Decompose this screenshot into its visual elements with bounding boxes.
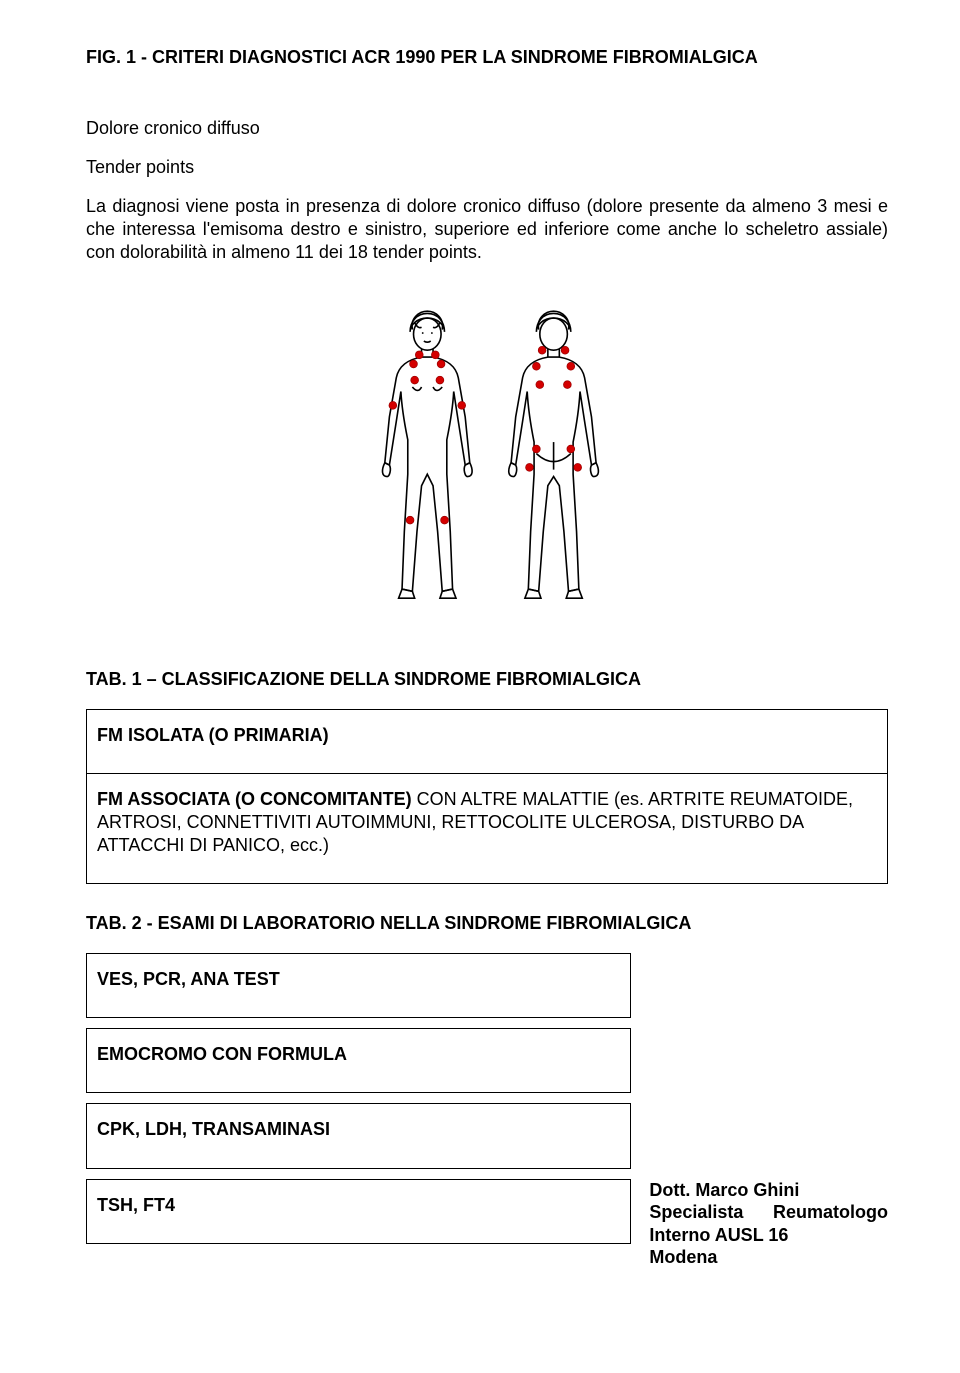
tender-point [436,376,444,384]
tab1-heading: TAB. 1 – CLASSIFICAZIONE DELLA SINDROME … [86,668,888,691]
tab1-table: FM ISOLATA (O PRIMARIA) FM ASSOCIATA (O … [86,709,888,884]
tender-point [538,347,546,355]
tab1-row2-bold: FM ASSOCIATA (O CONCOMITANTE) [97,789,412,809]
tender-point [415,351,423,359]
tab2-row-1: EMOCROMO CON FORMULA [87,1029,631,1093]
tab2-table-c: CPK, LDH, TRANSAMINASI [86,1103,631,1168]
author-line4: Modena [649,1246,888,1269]
tender-point [389,402,397,410]
author-spec-b: Reumatologo [773,1201,888,1224]
body-front [382,311,472,598]
tender-point [437,360,445,368]
criteria-item-2: Tender points [86,156,888,179]
tender-point [536,381,544,389]
tab2-table-b: EMOCROMO CON FORMULA [86,1028,631,1093]
tab2-row-0: VES, PCR, ANA TEST [87,954,631,1018]
tender-point [526,464,534,472]
tab2-row-2: CPK, LDH, TRANSAMINASI [87,1104,631,1168]
tender-point [410,360,418,368]
tab1-row1: FM ISOLATA (O PRIMARIA) [87,710,888,774]
tab2-heading: TAB. 2 - ESAMI DI LABORATORIO NELLA SIND… [86,912,888,935]
author-name: Dott. Marco Ghini [649,1179,888,1202]
tender-point [567,363,575,371]
tender-point [563,381,571,389]
diagnosis-paragraph: La diagnosi viene posta in presenza di d… [86,195,888,264]
criteria-item-1: Dolore cronico diffuso [86,117,888,140]
author-block: Dott. Marco Ghini Specialista Reumatolog… [631,1179,888,1269]
tender-point [574,464,582,472]
tender-point [561,347,569,355]
tender-point [441,516,449,524]
tender-point [411,376,419,384]
tender-point [458,402,466,410]
tab2-table-d: TSH, FT4 [86,1179,631,1244]
tender-point [431,351,439,359]
tender-point [567,445,575,453]
body-back [509,311,599,598]
figure-title: FIG. 1 - CRITERI DIAGNOSTICI ACR 1990 PE… [86,46,888,69]
tab1-row2: FM ASSOCIATA (O CONCOMITANTE) CON ALTRE … [87,774,888,884]
tender-point [532,363,540,371]
body-diagram-svg [317,302,657,612]
tab2-row-3: TSH, FT4 [87,1179,631,1243]
author-spec-a: Specialista [649,1201,743,1224]
tender-point [406,516,414,524]
author-line3: Interno AUSL 16 [649,1224,888,1247]
tender-point [532,445,540,453]
tender-points-diagram [86,302,888,618]
tab2-table-a: VES, PCR, ANA TEST [86,953,631,1018]
